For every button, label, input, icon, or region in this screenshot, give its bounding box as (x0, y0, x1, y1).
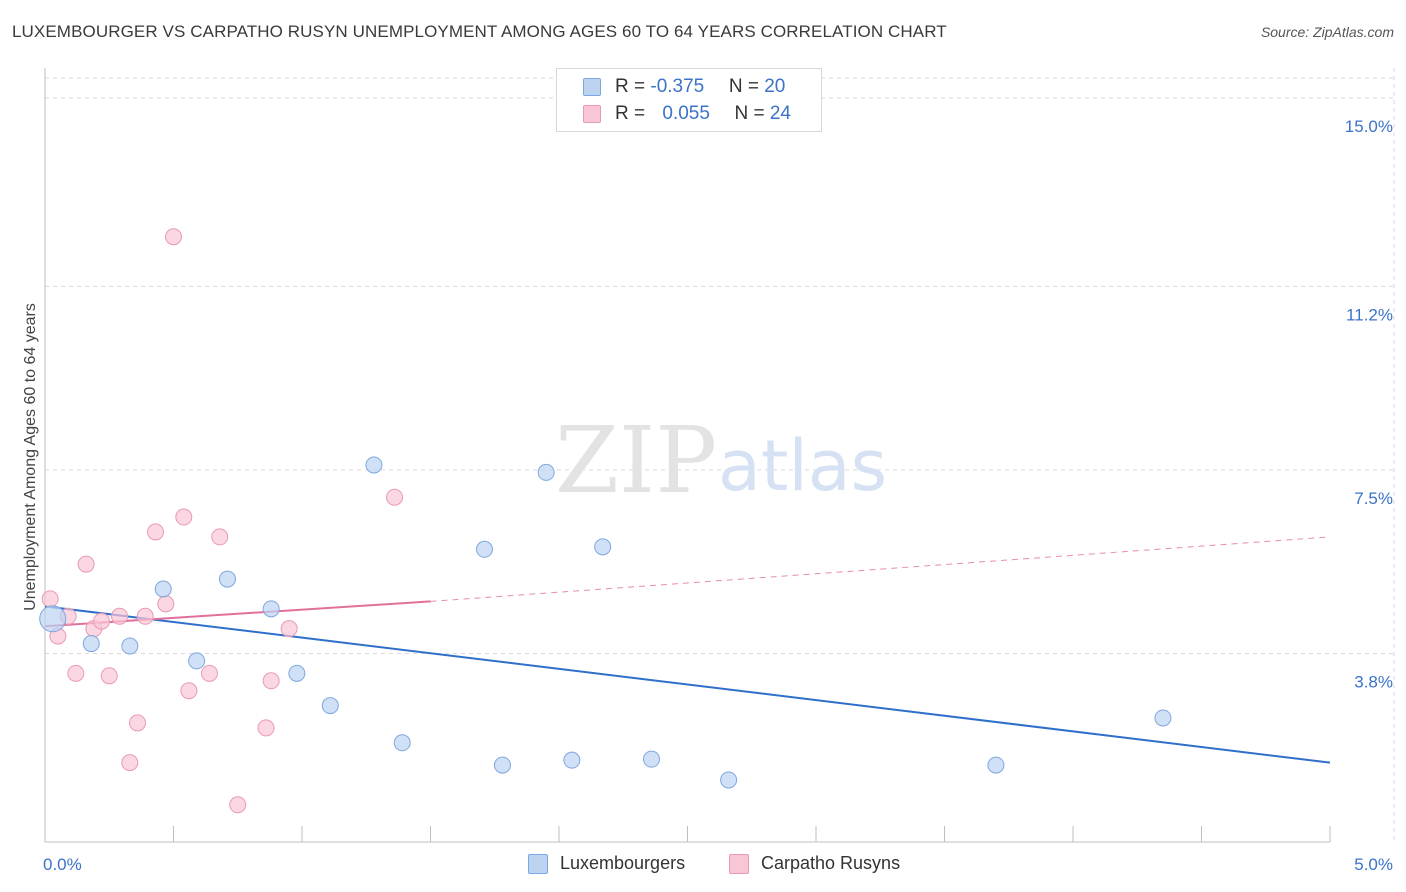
point-luxembourgers (643, 750, 661, 768)
trend-line-luxembourgers (44, 605, 1331, 764)
point-luxembourgers (365, 456, 383, 474)
point-carpatho-rusyns (100, 667, 118, 685)
point-luxembourgers (288, 664, 306, 682)
y-tick-label: 7.5% (1354, 489, 1393, 508)
point-carpatho-rusyns (175, 508, 193, 526)
legend-n-label: N = (734, 103, 770, 124)
legend-r-value: -0.375 (650, 76, 705, 97)
point-carpatho-rusyns (200, 664, 218, 682)
legend-n-value: 20 (764, 76, 786, 97)
x-tick-label: 5.0% (1354, 855, 1393, 874)
bottom-legend-swatch-blue (528, 854, 548, 874)
legend-n-label: N = (728, 76, 765, 97)
point-luxembourgers (594, 538, 612, 556)
legend-swatch-blue (583, 78, 601, 96)
legend-row-luxembourgers: R = -0.375 N = 20 (557, 74, 821, 100)
trend-line-carpatho-rusyns-extension (430, 536, 1331, 602)
legend-r-label: R = (615, 103, 651, 124)
axes (44, 68, 1331, 843)
legend-r-label: R = (615, 76, 651, 97)
point-carpatho-rusyns (136, 607, 154, 625)
legend-r-value: 0.055 (662, 103, 710, 124)
point-carpatho-rusyns (280, 620, 298, 638)
bottom-legend-swatch-pink (729, 854, 749, 874)
y-axis-label: Unemployment Among Ages 60 to 64 years (22, 303, 39, 611)
point-luxembourgers (493, 756, 511, 774)
y-tick-label: 3.8% (1354, 672, 1393, 691)
y-tick-label: 11.2% (1346, 305, 1393, 324)
tick-labels: 3.8% 7.5% 11.2% 15.0% 0.0% 5.0% (43, 117, 1393, 874)
data-points (39, 228, 1172, 814)
point-carpatho-rusyns (157, 595, 175, 613)
point-carpatho-rusyns (77, 555, 95, 573)
legend-swatch-pink (583, 105, 601, 123)
point-carpatho-rusyns (67, 664, 85, 682)
y-tick-label: 15.0% (1345, 117, 1393, 136)
point-luxembourgers (39, 605, 67, 633)
point-luxembourgers (987, 756, 1005, 774)
chart-title: LUXEMBOURGER VS CARPATHO RUSYN UNEMPLOYM… (12, 22, 947, 41)
legend-row-carpatho-rusyns: R = 0.055 N = 24 (557, 101, 821, 127)
point-carpatho-rusyns (165, 228, 182, 246)
point-carpatho-rusyns (121, 754, 139, 772)
watermark-atlas: atlas (718, 425, 887, 507)
point-luxembourgers (262, 600, 280, 618)
point-luxembourgers (82, 635, 100, 653)
watermark-zip: ZIP (555, 407, 717, 514)
point-carpatho-rusyns (262, 672, 280, 690)
point-luxembourgers (393, 734, 411, 752)
point-carpatho-rusyns (257, 719, 275, 737)
point-luxembourgers (1154, 709, 1172, 727)
legend-n-value: 24 (769, 103, 791, 124)
source-label: Source: ZipAtlas.com (1260, 24, 1394, 40)
stats-legend: R = -0.375 N = 20 R = 0.055 N = 24 (556, 68, 822, 132)
point-carpatho-rusyns (111, 607, 129, 625)
bottom-legend-label: Carpatho Rusyns (761, 853, 901, 873)
point-luxembourgers (188, 652, 206, 670)
point-carpatho-rusyns (147, 523, 165, 541)
point-luxembourgers (154, 580, 172, 598)
point-carpatho-rusyns (93, 612, 111, 630)
point-luxembourgers (720, 771, 738, 789)
point-luxembourgers (563, 751, 581, 769)
bottom-legend-label: Luxembourgers (560, 853, 686, 873)
point-luxembourgers (475, 540, 493, 558)
point-carpatho-rusyns (41, 590, 59, 608)
x-tick-label: 0.0% (43, 855, 82, 874)
point-luxembourgers (537, 463, 555, 481)
point-luxembourgers (218, 570, 236, 588)
trend-lines (44, 536, 1331, 764)
point-carpatho-rusyns (129, 714, 147, 732)
point-carpatho-rusyns (229, 796, 247, 814)
point-carpatho-rusyns (180, 682, 198, 700)
point-luxembourgers (121, 637, 139, 655)
point-carpatho-rusyns (386, 488, 404, 506)
point-carpatho-rusyns (211, 528, 229, 546)
point-luxembourgers (321, 697, 339, 715)
